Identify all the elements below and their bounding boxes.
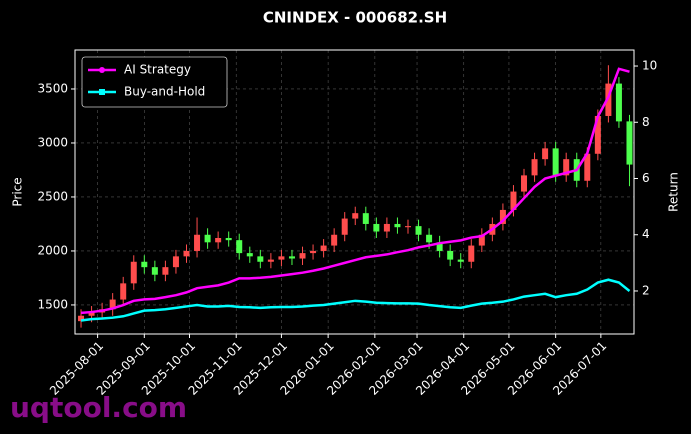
y-axis-label: Price: [11, 177, 25, 206]
y-tick-label: 2500: [37, 189, 68, 203]
y2-tick-label: 4: [642, 227, 650, 241]
candle-body: [194, 234, 201, 251]
candle-body: [183, 250, 190, 257]
candle-body: [120, 283, 127, 300]
candle-body: [404, 226, 411, 228]
candle-body: [278, 256, 285, 260]
candle-body: [478, 234, 485, 246]
candle-body: [362, 213, 369, 224]
candle-body: [299, 253, 306, 259]
candle-body: [204, 234, 211, 243]
candle-body: [521, 175, 528, 192]
candle-body: [510, 191, 517, 210]
candle-body: [162, 267, 169, 275]
y-tick-label: 1500: [37, 297, 68, 311]
candle-body: [236, 240, 243, 254]
candle-body: [267, 259, 274, 262]
candle-body: [78, 315, 85, 322]
y2-tick-label: 10: [642, 59, 657, 73]
candle-body: [383, 223, 390, 232]
y-tick-label: 3000: [37, 135, 68, 149]
candle-body: [542, 148, 549, 160]
candle-body: [584, 153, 591, 181]
candle-body: [88, 312, 95, 316]
candle-body: [615, 83, 622, 122]
candle-body: [626, 121, 633, 165]
candle-body: [457, 259, 464, 262]
candle-body: [447, 250, 454, 260]
chart-title: CNINDEX - 000682.SH: [263, 9, 447, 27]
return-line: [80, 278, 631, 322]
candle-body: [109, 299, 116, 310]
legend-marker: [99, 89, 105, 95]
candle-body: [257, 256, 264, 262]
candle-body: [563, 159, 570, 176]
candle-body: [468, 245, 475, 262]
candle-body: [310, 250, 317, 254]
y-tick-label: 3500: [37, 81, 68, 95]
legend-box: [81, 56, 228, 108]
candle-body: [531, 159, 538, 176]
candle-body: [352, 213, 359, 219]
candle-body: [151, 267, 158, 275]
candle-body: [499, 209, 506, 224]
legend-label: Buy-and-Hold: [124, 85, 205, 99]
y-tick-label: 2000: [37, 243, 68, 257]
candle-body: [415, 226, 422, 235]
candle-body: [215, 238, 222, 243]
candle-body: [331, 234, 338, 246]
candle-body: [341, 218, 348, 235]
candle-body: [373, 223, 380, 232]
plot-frame: [74, 49, 635, 335]
y2-tick-label: 8: [642, 115, 650, 129]
candle-body: [320, 245, 327, 251]
candle-body: [225, 238, 232, 241]
y2-tick-label: 2: [642, 283, 650, 297]
return-line: [80, 67, 630, 315]
candle-body: [130, 261, 137, 284]
candle-body: [141, 261, 148, 268]
legend-marker: [99, 67, 105, 73]
candle-body: [594, 115, 601, 154]
candle-body: [172, 256, 179, 268]
candle-body: [394, 223, 401, 228]
y2-tick-label: 6: [642, 171, 650, 185]
y2-axis-label: Return: [667, 172, 681, 212]
candle-body: [426, 234, 433, 243]
candle-body: [246, 253, 253, 257]
candle-body: [605, 83, 612, 116]
legend-label: AI Strategy: [124, 63, 191, 77]
candle-body: [436, 242, 443, 251]
watermark: uqtool.com: [10, 391, 187, 424]
candle-body: [552, 148, 559, 176]
candle-body: [288, 256, 295, 259]
